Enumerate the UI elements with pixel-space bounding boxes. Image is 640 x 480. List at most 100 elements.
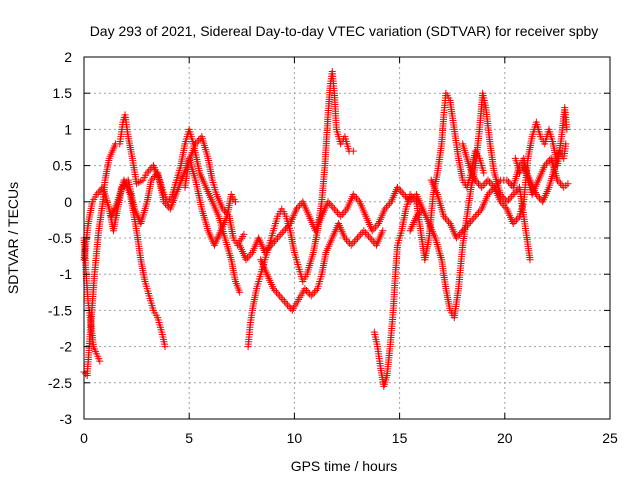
data-point: [192, 140, 200, 148]
data-points: [80, 67, 572, 390]
data-point: [475, 180, 482, 188]
data-point: [330, 205, 338, 213]
data-point: [312, 286, 320, 294]
data-point: [220, 207, 228, 215]
data-point: [261, 248, 269, 256]
data-point: [462, 223, 470, 231]
data-point: [393, 183, 401, 191]
y-tick-label: 2: [64, 49, 72, 65]
data-point: [350, 238, 358, 246]
data-point: [467, 218, 475, 226]
data-point: [149, 174, 157, 182]
data-point: [296, 201, 304, 209]
data-point: [264, 245, 272, 253]
data-point: [471, 212, 479, 220]
data-point: [329, 203, 337, 211]
data-point: [475, 209, 482, 217]
data-point: [459, 227, 467, 235]
data-point: [276, 292, 284, 300]
data-point: [294, 203, 302, 211]
data-point: [497, 198, 505, 206]
data-point: [473, 178, 481, 186]
data-point: [457, 229, 465, 237]
data-point: [476, 207, 484, 215]
x-tick-label: 15: [392, 430, 408, 446]
data-point: [506, 180, 514, 188]
data-point: [271, 286, 279, 294]
data-point: [231, 198, 239, 206]
data-point: [337, 212, 345, 220]
data-point: [373, 221, 381, 229]
data-point: [564, 180, 572, 188]
data-point: [278, 229, 286, 237]
data-point: [244, 254, 252, 262]
data-point: [269, 239, 277, 247]
data-point: [536, 194, 544, 202]
x-axis-label: GPS time / hours: [291, 458, 398, 474]
data-point: [368, 227, 376, 235]
data-point: [340, 209, 348, 217]
data-point: [143, 169, 151, 177]
data-point: [351, 192, 359, 200]
data-point: [280, 227, 288, 235]
data-point: [441, 214, 449, 222]
data-point: [412, 212, 420, 220]
data-point: [406, 191, 414, 199]
data-point: [553, 176, 561, 184]
data-point: [341, 207, 349, 215]
data-point: [500, 201, 508, 209]
data-point: [93, 191, 101, 199]
data-point: [379, 227, 387, 235]
data-point: [514, 214, 522, 222]
data-point: [240, 230, 248, 238]
data-point: [274, 290, 282, 298]
data-point: [411, 196, 419, 204]
data-point: [361, 229, 369, 237]
data-point: [454, 232, 462, 240]
data-point: [526, 256, 534, 264]
data-point: [282, 299, 290, 307]
data-point: [557, 180, 565, 188]
data-point: [486, 189, 494, 197]
data-point: [503, 198, 511, 206]
data-point: [242, 256, 250, 264]
data-point: [349, 239, 357, 247]
data-point: [236, 288, 244, 296]
data-point: [509, 191, 517, 199]
data-point: [484, 191, 492, 199]
data-point: [511, 189, 519, 197]
data-point: [304, 288, 312, 296]
data-point: [443, 216, 451, 224]
data-point: [541, 162, 549, 170]
data-point: [504, 196, 512, 204]
data-point: [501, 203, 509, 211]
data-point: [468, 216, 476, 224]
data-point: [509, 220, 517, 228]
data-point: [544, 158, 552, 166]
data-point: [532, 191, 540, 199]
y-tick-label: 0: [64, 194, 72, 210]
data-point: [285, 303, 293, 311]
chart-title: Day 293 of 2021, Sidereal Day-to-day VTE…: [90, 23, 599, 39]
x-tick-label: 20: [497, 430, 513, 446]
data-point: [357, 230, 365, 238]
data-point: [347, 241, 355, 249]
data-point: [270, 238, 278, 246]
data-point: [342, 236, 350, 244]
x-tick-label: 0: [80, 430, 88, 446]
data-point: [484, 176, 492, 184]
data-point: [487, 187, 495, 195]
data-point: [269, 285, 277, 293]
data-point: [309, 290, 317, 298]
data-point: [562, 140, 570, 148]
data-point: [460, 225, 468, 233]
data-point: [555, 178, 563, 186]
data-point: [498, 200, 506, 208]
data-point: [493, 180, 501, 188]
data-point: [463, 221, 471, 229]
data-point: [146, 165, 154, 173]
data-point: [471, 176, 479, 184]
data-point: [371, 223, 379, 231]
data-point: [145, 167, 153, 175]
